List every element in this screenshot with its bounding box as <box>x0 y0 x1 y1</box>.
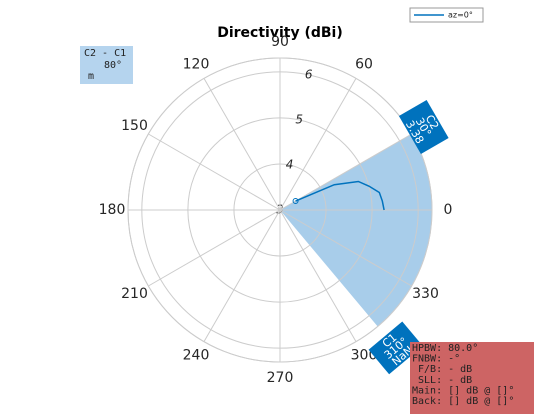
cursor-table-header: C2 - C1 <box>84 48 126 59</box>
grid-spoke <box>148 209 281 287</box>
grid-spoke <box>279 78 357 211</box>
series-line <box>295 180 385 211</box>
theta-tick-label: 240 <box>183 347 210 363</box>
cursor-point <box>292 198 299 205</box>
cursor-table-value: 80° <box>104 60 122 71</box>
stats-line: SLL: - dB <box>412 375 472 386</box>
theta-tick-label: 60 <box>355 57 373 73</box>
beam-sector <box>280 134 432 327</box>
cursor-table-unit: m <box>88 71 94 82</box>
theta-tick-label: 90 <box>271 34 289 50</box>
theta-tick-label: 120 <box>183 57 210 73</box>
r-tick-label: 5 <box>295 112 303 126</box>
r-tick-label: 4 <box>286 157 294 171</box>
cursor-label-bg <box>368 321 423 375</box>
cursor-label-bg <box>398 99 449 155</box>
stats-line: FNBW: -° <box>412 354 460 365</box>
stats-line: Back: [] dB @ []° <box>412 396 514 407</box>
stats-box-bg <box>410 342 534 414</box>
grid-spoke <box>203 78 281 211</box>
stats-line: F/B: - dB <box>412 364 472 375</box>
theta-tick-label: 0 <box>444 202 453 218</box>
cursor-table-bg <box>80 46 133 84</box>
theta-tick-label: 180 <box>99 202 126 218</box>
theta-tick-label: 210 <box>121 286 148 302</box>
grid-spoke <box>148 133 281 211</box>
legend-box <box>409 7 484 23</box>
r-tick-label: 6 <box>305 67 313 81</box>
legend-label: az=0° <box>448 11 473 20</box>
cursor-name: C2 <box>423 113 442 132</box>
theta-tick-label: 270 <box>267 370 294 386</box>
grid-spoke <box>203 209 281 342</box>
theta-tick-label: 150 <box>121 118 148 134</box>
theta-tick-label: 330 <box>412 286 439 302</box>
stats-line: HPBW: 80.0° <box>412 343 478 354</box>
chart-title: Directivity (dBi) <box>217 25 343 41</box>
grid-spoke <box>279 133 412 211</box>
outer-ring <box>127 57 433 363</box>
grid-spoke <box>279 209 412 287</box>
grid-spoke <box>279 209 357 342</box>
stats-line: Main: [] dB @ []° <box>412 385 514 396</box>
